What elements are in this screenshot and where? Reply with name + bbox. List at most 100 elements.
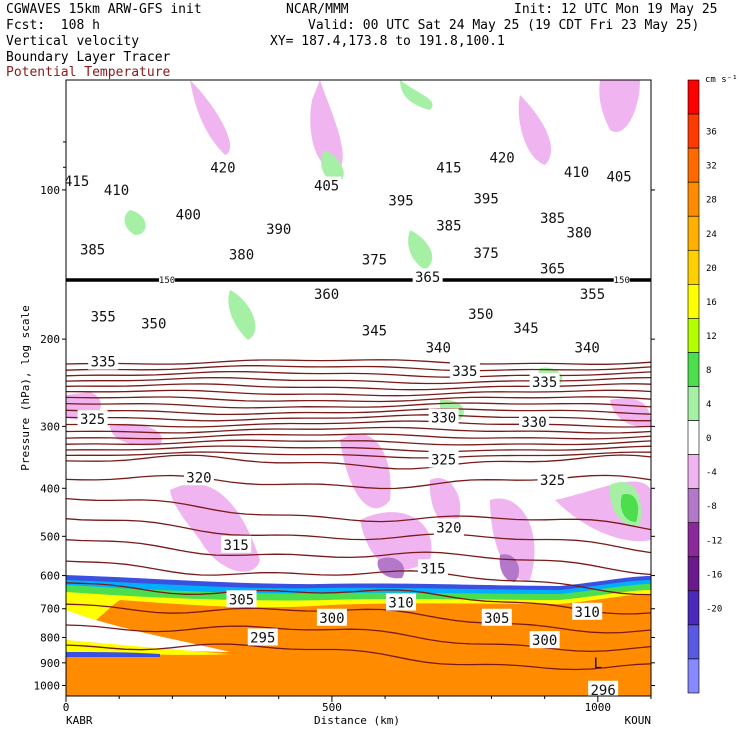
contour-label-bg — [537, 471, 568, 489]
contour-label-bg — [359, 250, 390, 268]
contour-label: 415 — [64, 174, 89, 190]
contour-label: 410 — [104, 183, 129, 199]
downward-motion-patch — [518, 95, 551, 165]
contour-label-bg — [173, 205, 204, 223]
y-tick-label: 100 — [40, 184, 60, 197]
contour-label-bg — [428, 450, 459, 468]
contour-label: 296 — [590, 683, 615, 699]
colorbar-swatch — [687, 488, 700, 524]
colorbar-label: 24 — [706, 230, 717, 240]
isentrope-line — [66, 454, 651, 470]
contour-label-bg — [465, 305, 496, 323]
contour-label: 340 — [575, 341, 600, 357]
contour-label-bg — [471, 189, 502, 207]
colorbar-label: -20 — [706, 604, 722, 614]
isentrope-line — [66, 582, 651, 615]
contour-label: 420 — [489, 150, 514, 166]
contour-label: 320 — [436, 521, 461, 537]
contour-label: 395 — [473, 191, 498, 207]
isentrope-line — [66, 560, 651, 596]
downward-motion-patch — [340, 433, 391, 509]
plot-frame — [65, 79, 652, 697]
contour-label-bg — [221, 535, 252, 553]
x-tick-label: 0 — [63, 701, 70, 714]
upward-motion-patch — [228, 290, 256, 340]
tracer-core — [66, 652, 260, 696]
contour-label-bg — [433, 216, 464, 234]
colorbar-swatch — [687, 454, 700, 489]
contour-label: 310 — [575, 605, 600, 621]
contour-label-bg — [386, 191, 417, 209]
colorbar-label: 16 — [706, 298, 717, 308]
isentrope-line — [66, 408, 651, 416]
contour-label: 305 — [484, 611, 509, 627]
contour-label: 310 — [388, 595, 413, 611]
isentrope-line — [66, 539, 651, 576]
endpoint-left-label: KABR — [66, 714, 93, 727]
contour-label: 315 — [224, 538, 249, 554]
contour-label-bg — [449, 362, 480, 380]
valid-time: Valid: 00 UTC Sat 24 May 25 (19 CDT Fri … — [308, 18, 700, 33]
potential-temperature-contours — [66, 278, 651, 671]
isentrope-line — [66, 370, 651, 378]
contour-label: 330 — [521, 415, 546, 431]
center-label: NCAR/MMM — [286, 2, 349, 17]
x-axis: 0 500 1000 — [63, 696, 652, 714]
contour-label: 385 — [80, 243, 105, 259]
isentrope-line — [66, 426, 651, 434]
field-2-label: Boundary Layer Tracer — [6, 50, 171, 65]
colorbar-label: 8 — [706, 366, 711, 376]
colorbar-swatch — [687, 284, 700, 319]
contour-label: 365 — [415, 270, 440, 286]
colorbar-swatch — [687, 318, 700, 353]
contour-label-bg — [487, 148, 518, 166]
y-tick-label: 500 — [40, 530, 60, 543]
contour-label: 350 — [468, 307, 493, 323]
contour-label: 335 — [91, 355, 116, 371]
y-tick-label: 700 — [40, 603, 60, 616]
contour-label-bg — [519, 413, 549, 431]
contour-label-bg — [311, 284, 342, 302]
contour-label-bg — [471, 243, 502, 261]
contour-label-bg — [311, 176, 342, 194]
contour-label: 405 — [314, 179, 339, 195]
contour-label-bg — [412, 268, 443, 286]
y-tick-label: 600 — [40, 570, 60, 583]
y-axis-label: Pressure (hPa), log scale — [19, 305, 32, 471]
colorbar-label: -16 — [706, 570, 722, 580]
field-1-label: Vertical velocity — [6, 34, 140, 49]
contour-label: 345 — [362, 323, 387, 339]
downward-motion-patch — [499, 554, 520, 582]
colorbar-swatch — [687, 658, 700, 694]
contour-label-bg — [604, 167, 635, 185]
downward-motion-patch — [429, 478, 461, 530]
downward-motion-patch — [310, 80, 343, 171]
contour-label: 350 — [141, 316, 166, 332]
colorbar-label: -8 — [706, 502, 717, 512]
colorbar-swatch — [687, 590, 700, 626]
x-axis-label: Distance (km) — [314, 714, 400, 727]
contour-label: 400 — [176, 207, 201, 223]
isentrope-line — [66, 439, 651, 446]
y-tick-label: 300 — [40, 420, 60, 433]
upward-motion-patch — [124, 210, 146, 235]
contour-label-bg — [433, 518, 464, 536]
contour-label-bg — [588, 680, 619, 696]
isentrope-line — [66, 414, 651, 422]
isentrope-line — [66, 603, 651, 634]
contour-label: 380 — [229, 248, 254, 264]
contour-label-bg — [537, 209, 568, 227]
contour-label: 355 — [91, 309, 116, 325]
colorbar-label: 32 — [706, 162, 717, 172]
colorbar-label: 0 — [706, 434, 711, 444]
upward-motion-patch — [321, 150, 344, 185]
cross-section-xy: XY= 187.4,173.8 to 191.8,100.1 — [270, 34, 505, 49]
contour-label: 410 — [564, 165, 589, 181]
y-tick-label: 400 — [40, 482, 60, 495]
y-tick-label: 1000 — [34, 679, 61, 692]
contour-label: 365 — [540, 261, 565, 277]
contour-label-bg — [226, 245, 257, 263]
contour-label: 385 — [540, 211, 565, 227]
contour-label-bg — [481, 608, 512, 626]
contour-label: 380 — [567, 226, 592, 242]
